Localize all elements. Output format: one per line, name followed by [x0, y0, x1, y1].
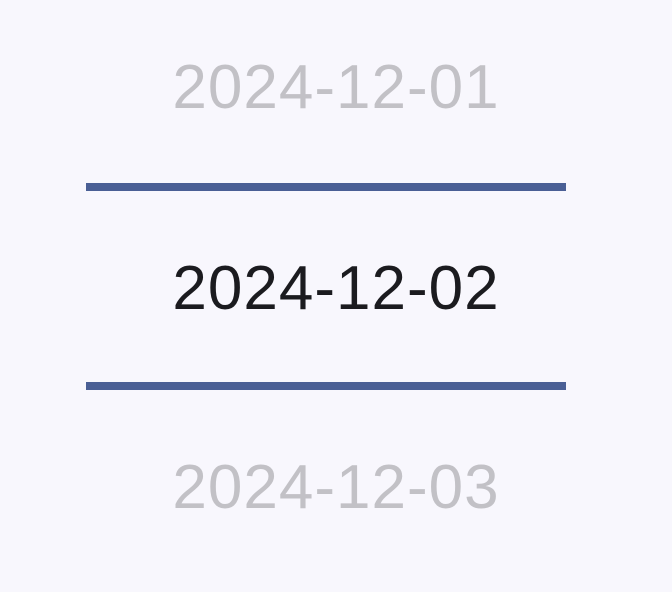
picker-item-previous[interactable]: 2024-12-01: [172, 52, 500, 122]
selection-divider-bottom: [86, 382, 566, 390]
picker-item-next[interactable]: 2024-12-03: [172, 452, 500, 522]
selection-divider-top: [86, 183, 566, 191]
picker-item-selected[interactable]: 2024-12-02: [172, 253, 500, 323]
